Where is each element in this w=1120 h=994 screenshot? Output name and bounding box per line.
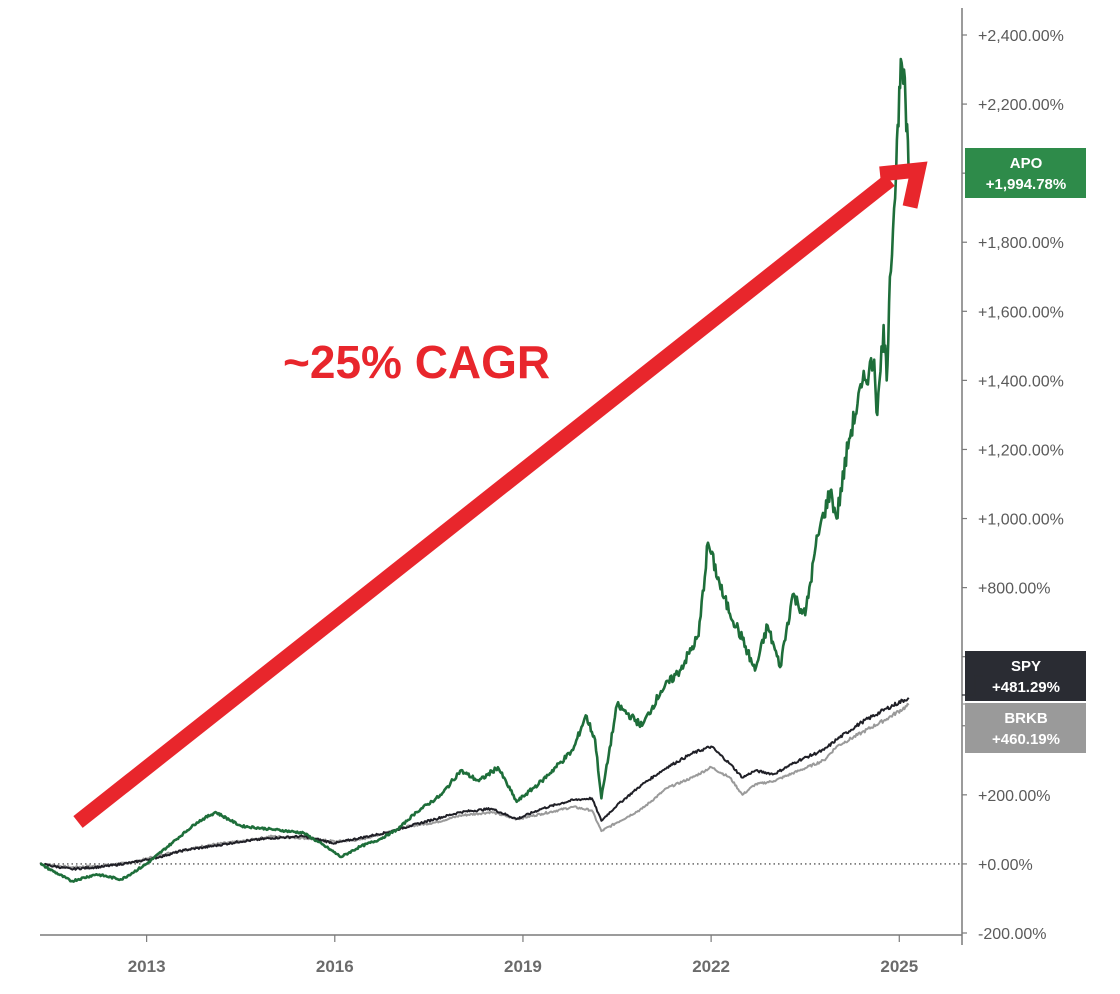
badge-value: +481.29% — [992, 679, 1060, 696]
badge-apo: APO +1,994.78% — [965, 148, 1086, 198]
y-tick-label: +1,200.00% — [978, 442, 1064, 459]
badge-series-name: SPY — [1011, 658, 1041, 675]
x-tick-label: 2013 — [128, 957, 166, 976]
badge-background — [965, 703, 1086, 753]
badge-brkb: BRKB +460.19% — [965, 703, 1086, 753]
y-tick-label: +0.00% — [978, 857, 1033, 874]
series-line-spy — [39, 697, 910, 871]
annotation-text: ~25% CAGR — [283, 336, 550, 388]
spy-connector — [962, 675, 983, 696]
y-tick-label: +800.00% — [978, 581, 1051, 598]
series-line-apo — [39, 57, 910, 883]
x-tick-label: 2025 — [880, 957, 918, 976]
y-tick-label: +1,000.00% — [978, 512, 1064, 529]
y-tick-label: +1,400.00% — [978, 373, 1064, 390]
annotation-arrow — [73, 174, 895, 828]
axes: +2,400.00%+2,200.00%+2,000.00%+1,800.00%… — [40, 8, 1064, 976]
badge-series-name: BRKB — [1004, 710, 1047, 727]
badge-series-name: APO — [1010, 155, 1043, 172]
annotation-arrow-head — [879, 161, 928, 209]
series-lines — [39, 57, 910, 883]
x-tick-label: 2019 — [504, 957, 542, 976]
badge-spy: SPY +481.29% — [965, 651, 1086, 701]
badge-value: +460.19% — [992, 731, 1060, 748]
annotation: ~25% CAGR — [73, 161, 928, 828]
badge-value: +1,994.78% — [986, 176, 1067, 193]
x-tick-label: 2022 — [692, 957, 730, 976]
y-tick-label: +2,400.00% — [978, 28, 1064, 45]
y-tick-label: +200.00% — [978, 788, 1051, 805]
badge-background — [965, 651, 1086, 701]
badge-background — [965, 148, 1086, 198]
brkb-connector — [962, 703, 983, 728]
y-tick-label: +1,600.00% — [978, 304, 1064, 321]
y-tick-label: -200.00% — [978, 926, 1047, 943]
y-tick-label: +1,800.00% — [978, 235, 1064, 252]
y-tick-label: +2,200.00% — [978, 97, 1064, 114]
x-tick-label: 2016 — [316, 957, 354, 976]
end-value-badges: BRKB +460.19% SPY +481.29% APO +1,994.78% — [962, 148, 1086, 753]
